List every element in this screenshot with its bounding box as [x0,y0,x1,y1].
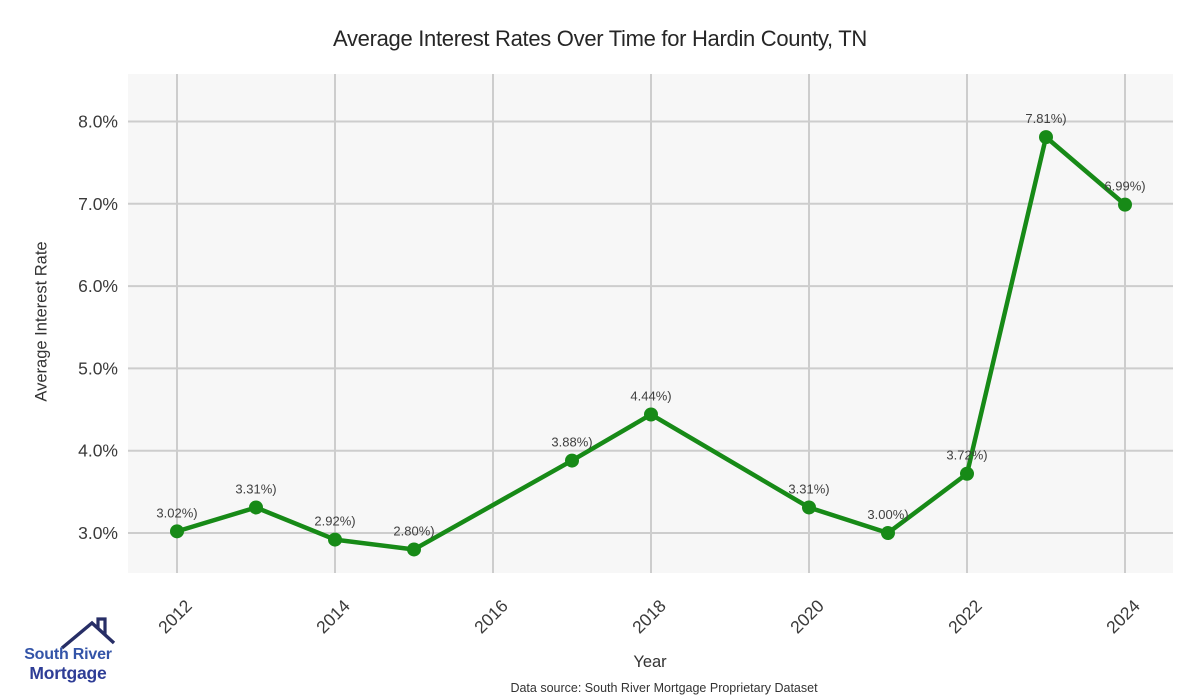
x-axis-title: Year [633,653,667,671]
data-point-label: 2.92%) [314,514,355,529]
data-point [249,500,263,515]
data-point-label: 3.72%) [946,448,987,463]
y-tick-label: 5.0% [78,358,118,378]
y-tick-label: 3.0% [78,523,118,543]
data-point [960,466,974,481]
x-tick-label: 2022 [944,596,986,638]
data-point [328,532,342,547]
x-tick-label: 2020 [786,596,828,638]
chart-title: Average Interest Rates Over Time for Har… [332,26,868,51]
y-tick-label: 4.0% [78,441,118,461]
x-tick-label: 2018 [628,596,670,638]
x-tick-label: 2024 [1102,596,1144,638]
data-point [565,453,579,468]
logo-text-south-river: South River [24,646,112,663]
x-tick-label: 2016 [470,596,512,638]
y-axis-title: Average Interest Rate [32,241,51,402]
x-tick-label: 2012 [154,596,196,638]
data-point-label: 3.31%) [788,481,829,496]
y-tick-label: 7.0% [78,194,118,214]
data-source-note: Data source: South River Mortgage Propri… [510,681,818,695]
company-logo: South River Mortgage [18,610,118,690]
data-point-label: 2.80%) [393,523,434,538]
logo-text-mortgage: Mortgage [29,663,107,683]
data-point-label: 6.99%) [1104,179,1145,194]
data-point [407,542,421,557]
data-point-label: 7.81%) [1025,111,1066,126]
data-point [881,526,895,540]
data-point [802,500,816,515]
house-roof-icon [60,617,116,650]
x-tick-label: 2014 [312,596,354,638]
y-tick-label: 8.0% [78,112,118,132]
data-point-label: 3.88%) [551,435,592,450]
data-point [644,407,658,422]
data-point-label: 3.02%) [156,505,197,520]
data-point-label: 3.31%) [235,481,276,496]
data-point [170,524,184,539]
data-point [1118,197,1132,212]
data-point [1039,130,1053,145]
data-point-label: 3.00%) [867,507,908,522]
y-tick-label: 6.0% [78,276,118,296]
data-point-label: 4.44%) [630,388,671,403]
